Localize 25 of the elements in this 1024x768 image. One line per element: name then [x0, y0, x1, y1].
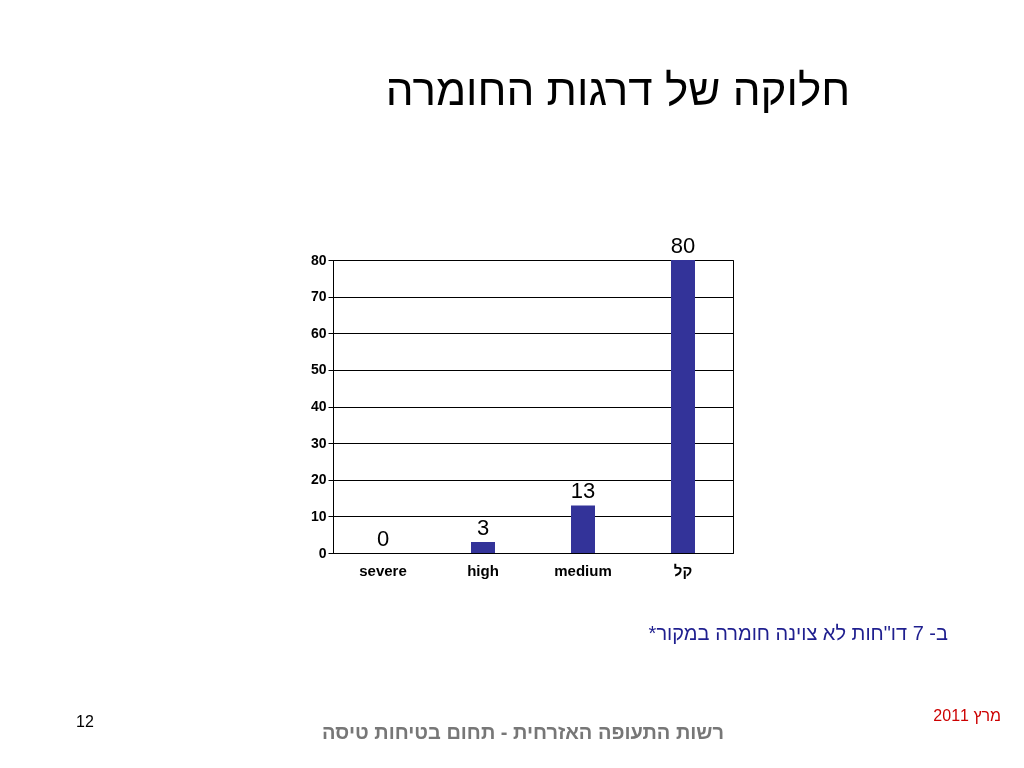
text: מרץ 2011 — [933, 707, 1001, 724]
data-label: 3 — [476, 515, 490, 541]
y-tick-label: 0 — [318, 544, 327, 561]
data-label: 80 — [670, 233, 696, 258]
x-tick-label: medium — [554, 561, 612, 579]
data-label: 0 — [376, 526, 390, 551]
x-tick-label: severe — [359, 561, 407, 579]
y-tick-label: 60 — [310, 324, 327, 341]
y-tick-label: 40 — [310, 398, 327, 414]
x-tick-label: high — [467, 561, 499, 579]
text: *ב- 7 דו"חות לא צוינה חומרה במקור — [648, 622, 949, 644]
text: 12 — [76, 713, 94, 730]
y-tick-label: 20 — [310, 471, 327, 488]
y-tick-label: 70 — [310, 288, 327, 305]
data-label: 13 — [570, 478, 596, 504]
y-tick-label: 30 — [310, 434, 327, 451]
x-tick-label: קל — [673, 561, 693, 579]
bar — [471, 542, 495, 553]
y-tick-label: 80 — [310, 251, 327, 268]
text: רשות התעופה האזרחית - תחום בטיחות טיסה — [322, 721, 724, 743]
y-tick-label: 50 — [310, 361, 327, 378]
chart-title: חלוקה של דרגות החומרה — [385, 65, 851, 114]
bar — [671, 260, 695, 553]
bar — [571, 505, 595, 553]
y-tick-label: 10 — [310, 507, 327, 524]
